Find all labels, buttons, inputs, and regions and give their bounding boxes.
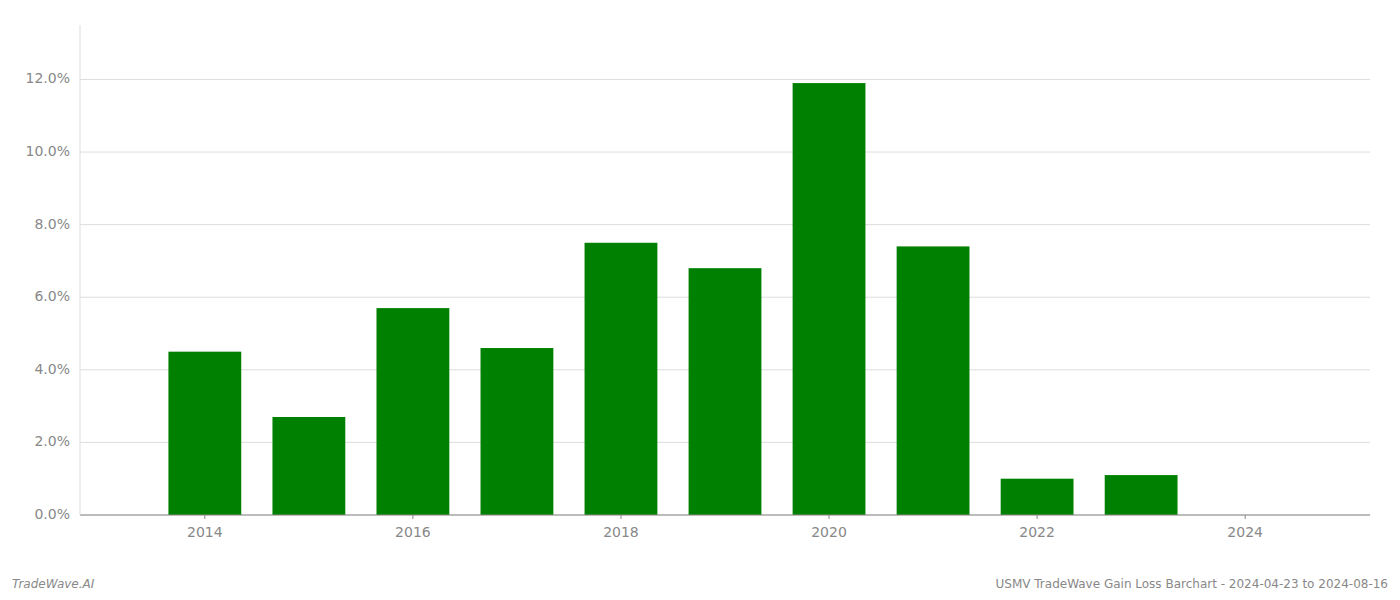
y-tick-label: 0.0% bbox=[34, 506, 70, 522]
x-tick-label: 2016 bbox=[395, 524, 431, 540]
y-tick-label: 2.0% bbox=[34, 433, 70, 449]
x-tick bbox=[1245, 515, 1246, 519]
grid-line bbox=[80, 152, 1370, 153]
bar bbox=[585, 243, 658, 515]
bar bbox=[481, 348, 554, 515]
bar bbox=[168, 352, 241, 515]
grid-line bbox=[80, 224, 1370, 225]
footer-text: TradeWave.AI bbox=[12, 577, 95, 591]
y-tick-label: 6.0% bbox=[34, 288, 70, 304]
x-tick-label: 2024 bbox=[1227, 524, 1263, 540]
bar bbox=[793, 83, 866, 515]
x-tick-label: 2020 bbox=[811, 524, 847, 540]
y-tick-label: 10.0% bbox=[26, 143, 70, 159]
x-tick-label: 2014 bbox=[187, 524, 223, 540]
y-axis-line bbox=[80, 25, 81, 515]
x-axis-line bbox=[80, 515, 1370, 516]
y-tick-label: 12.0% bbox=[26, 70, 70, 86]
bar bbox=[376, 308, 449, 515]
chart-svg: 0.0%2.0%4.0%6.0%8.0%10.0%12.0%2014201620… bbox=[0, 0, 1400, 600]
y-tick-label: 4.0% bbox=[34, 361, 70, 377]
bar bbox=[1001, 479, 1074, 515]
x-tick bbox=[204, 515, 205, 519]
x-tick bbox=[829, 515, 830, 519]
x-tick-label: 2022 bbox=[1019, 524, 1055, 540]
y-tick-label: 8.0% bbox=[34, 216, 70, 232]
bar bbox=[1105, 475, 1178, 515]
bar bbox=[897, 246, 970, 515]
x-tick-labels: 2014 2016 2018 2020 2022 2024 bbox=[187, 515, 1263, 540]
y-tick-labels: 0.0% 2.0% 4.0% 6.0% 8.0% 10.0% 12.0% bbox=[26, 70, 70, 522]
bars bbox=[168, 83, 1177, 515]
grid-line bbox=[80, 79, 1370, 80]
bar bbox=[689, 268, 762, 515]
grid bbox=[80, 79, 1370, 515]
x-tick bbox=[1037, 515, 1038, 519]
x-tick-label: 2018 bbox=[603, 524, 639, 540]
chart-container: 0.0%2.0%4.0%6.0%8.0%10.0%12.0%2014201620… bbox=[0, 0, 1400, 600]
grid-line bbox=[80, 515, 1370, 516]
x-tick bbox=[412, 515, 413, 519]
footer-text: USMV TradeWave Gain Loss Barchart - 2024… bbox=[996, 577, 1388, 591]
bar bbox=[272, 417, 345, 515]
x-tick bbox=[620, 515, 621, 519]
